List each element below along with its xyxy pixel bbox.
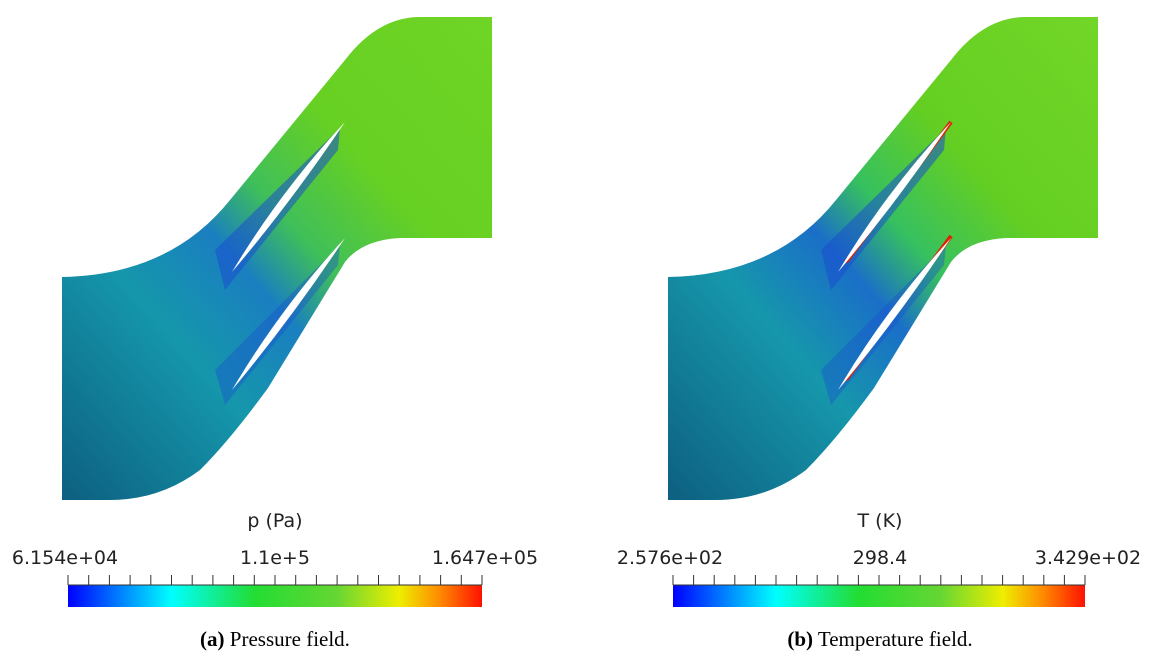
panel: T (K) 2.576e+02 298.4 3.429e+02 (b) Temperat… — [617, 17, 1141, 651]
flow-field — [668, 17, 1098, 500]
blade — [232, 122, 345, 272]
caption-text: Temperature field. — [818, 627, 973, 651]
colorbar-tick-label: 2.576e+02 — [617, 547, 723, 569]
flow-field — [62, 17, 492, 500]
colorbar-tick-label: 3.429e+02 — [1035, 547, 1141, 569]
blade — [838, 238, 951, 390]
colorbar-tick-label: 298.4 — [853, 547, 907, 569]
colorbar-title: T (K) — [857, 510, 903, 532]
caption-label: (a) — [200, 627, 225, 651]
caption-label: (b) — [787, 627, 813, 651]
colorbar-tick-label: 1.647e+05 — [432, 547, 538, 569]
colorbar-title: p (Pa) — [247, 510, 302, 532]
colorbar — [673, 585, 1085, 607]
panel: p (Pa) 6.154e+04 1.1e+5 1.647e+05 (a) Pressu… — [12, 17, 538, 651]
blade — [232, 238, 345, 390]
colorbar-tick-label: 1.1e+5 — [240, 547, 310, 569]
colorbar-tick-label: 6.154e+04 — [12, 547, 118, 569]
caption: (a) Pressure field. — [200, 627, 350, 651]
colorbar — [68, 585, 482, 607]
blade — [838, 122, 951, 272]
caption: (b) Temperature field. — [787, 627, 972, 651]
caption-text: Pressure field. — [230, 627, 350, 651]
